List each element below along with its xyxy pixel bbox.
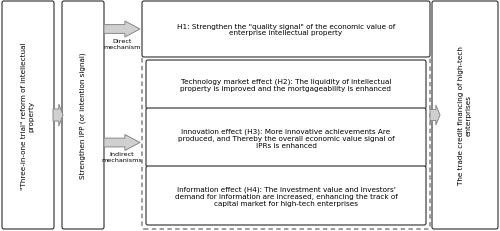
Text: Innovation effect (H3): More innovative achievements Are
produced, and Thereby t: Innovation effect (H3): More innovative …: [178, 128, 394, 148]
Text: Technology market effect (H2): The liquidity of intellectual
property is improve: Technology market effect (H2): The liqui…: [180, 78, 392, 92]
FancyBboxPatch shape: [146, 166, 426, 225]
Text: Indirect
mechanisms: Indirect mechanisms: [102, 152, 142, 163]
FancyBboxPatch shape: [432, 2, 498, 229]
Text: Strengthen IPP (or intention signal): Strengthen IPP (or intention signal): [80, 52, 86, 179]
Text: "Three-in-one trial" reform of intellectual
property: "Three-in-one trial" reform of intellect…: [22, 42, 35, 189]
FancyBboxPatch shape: [142, 57, 430, 229]
FancyBboxPatch shape: [146, 109, 426, 167]
FancyBboxPatch shape: [2, 2, 54, 229]
Text: Direct
mechanism: Direct mechanism: [104, 39, 141, 50]
FancyBboxPatch shape: [142, 2, 430, 58]
Text: H1: Strengthen the "quality signal" of the economic value of
enterprise intellec: H1: Strengthen the "quality signal" of t…: [177, 23, 395, 36]
Polygon shape: [53, 105, 63, 126]
Polygon shape: [104, 135, 140, 151]
Polygon shape: [430, 106, 440, 125]
Polygon shape: [104, 22, 140, 38]
Text: Information effect (H4): The investment value and investors'
demand for informat: Information effect (H4): The investment …: [174, 185, 398, 206]
FancyBboxPatch shape: [62, 2, 104, 229]
Text: The trade credit financing of high-tech
enterprises: The trade credit financing of high-tech …: [458, 46, 471, 185]
FancyBboxPatch shape: [146, 61, 426, 109]
